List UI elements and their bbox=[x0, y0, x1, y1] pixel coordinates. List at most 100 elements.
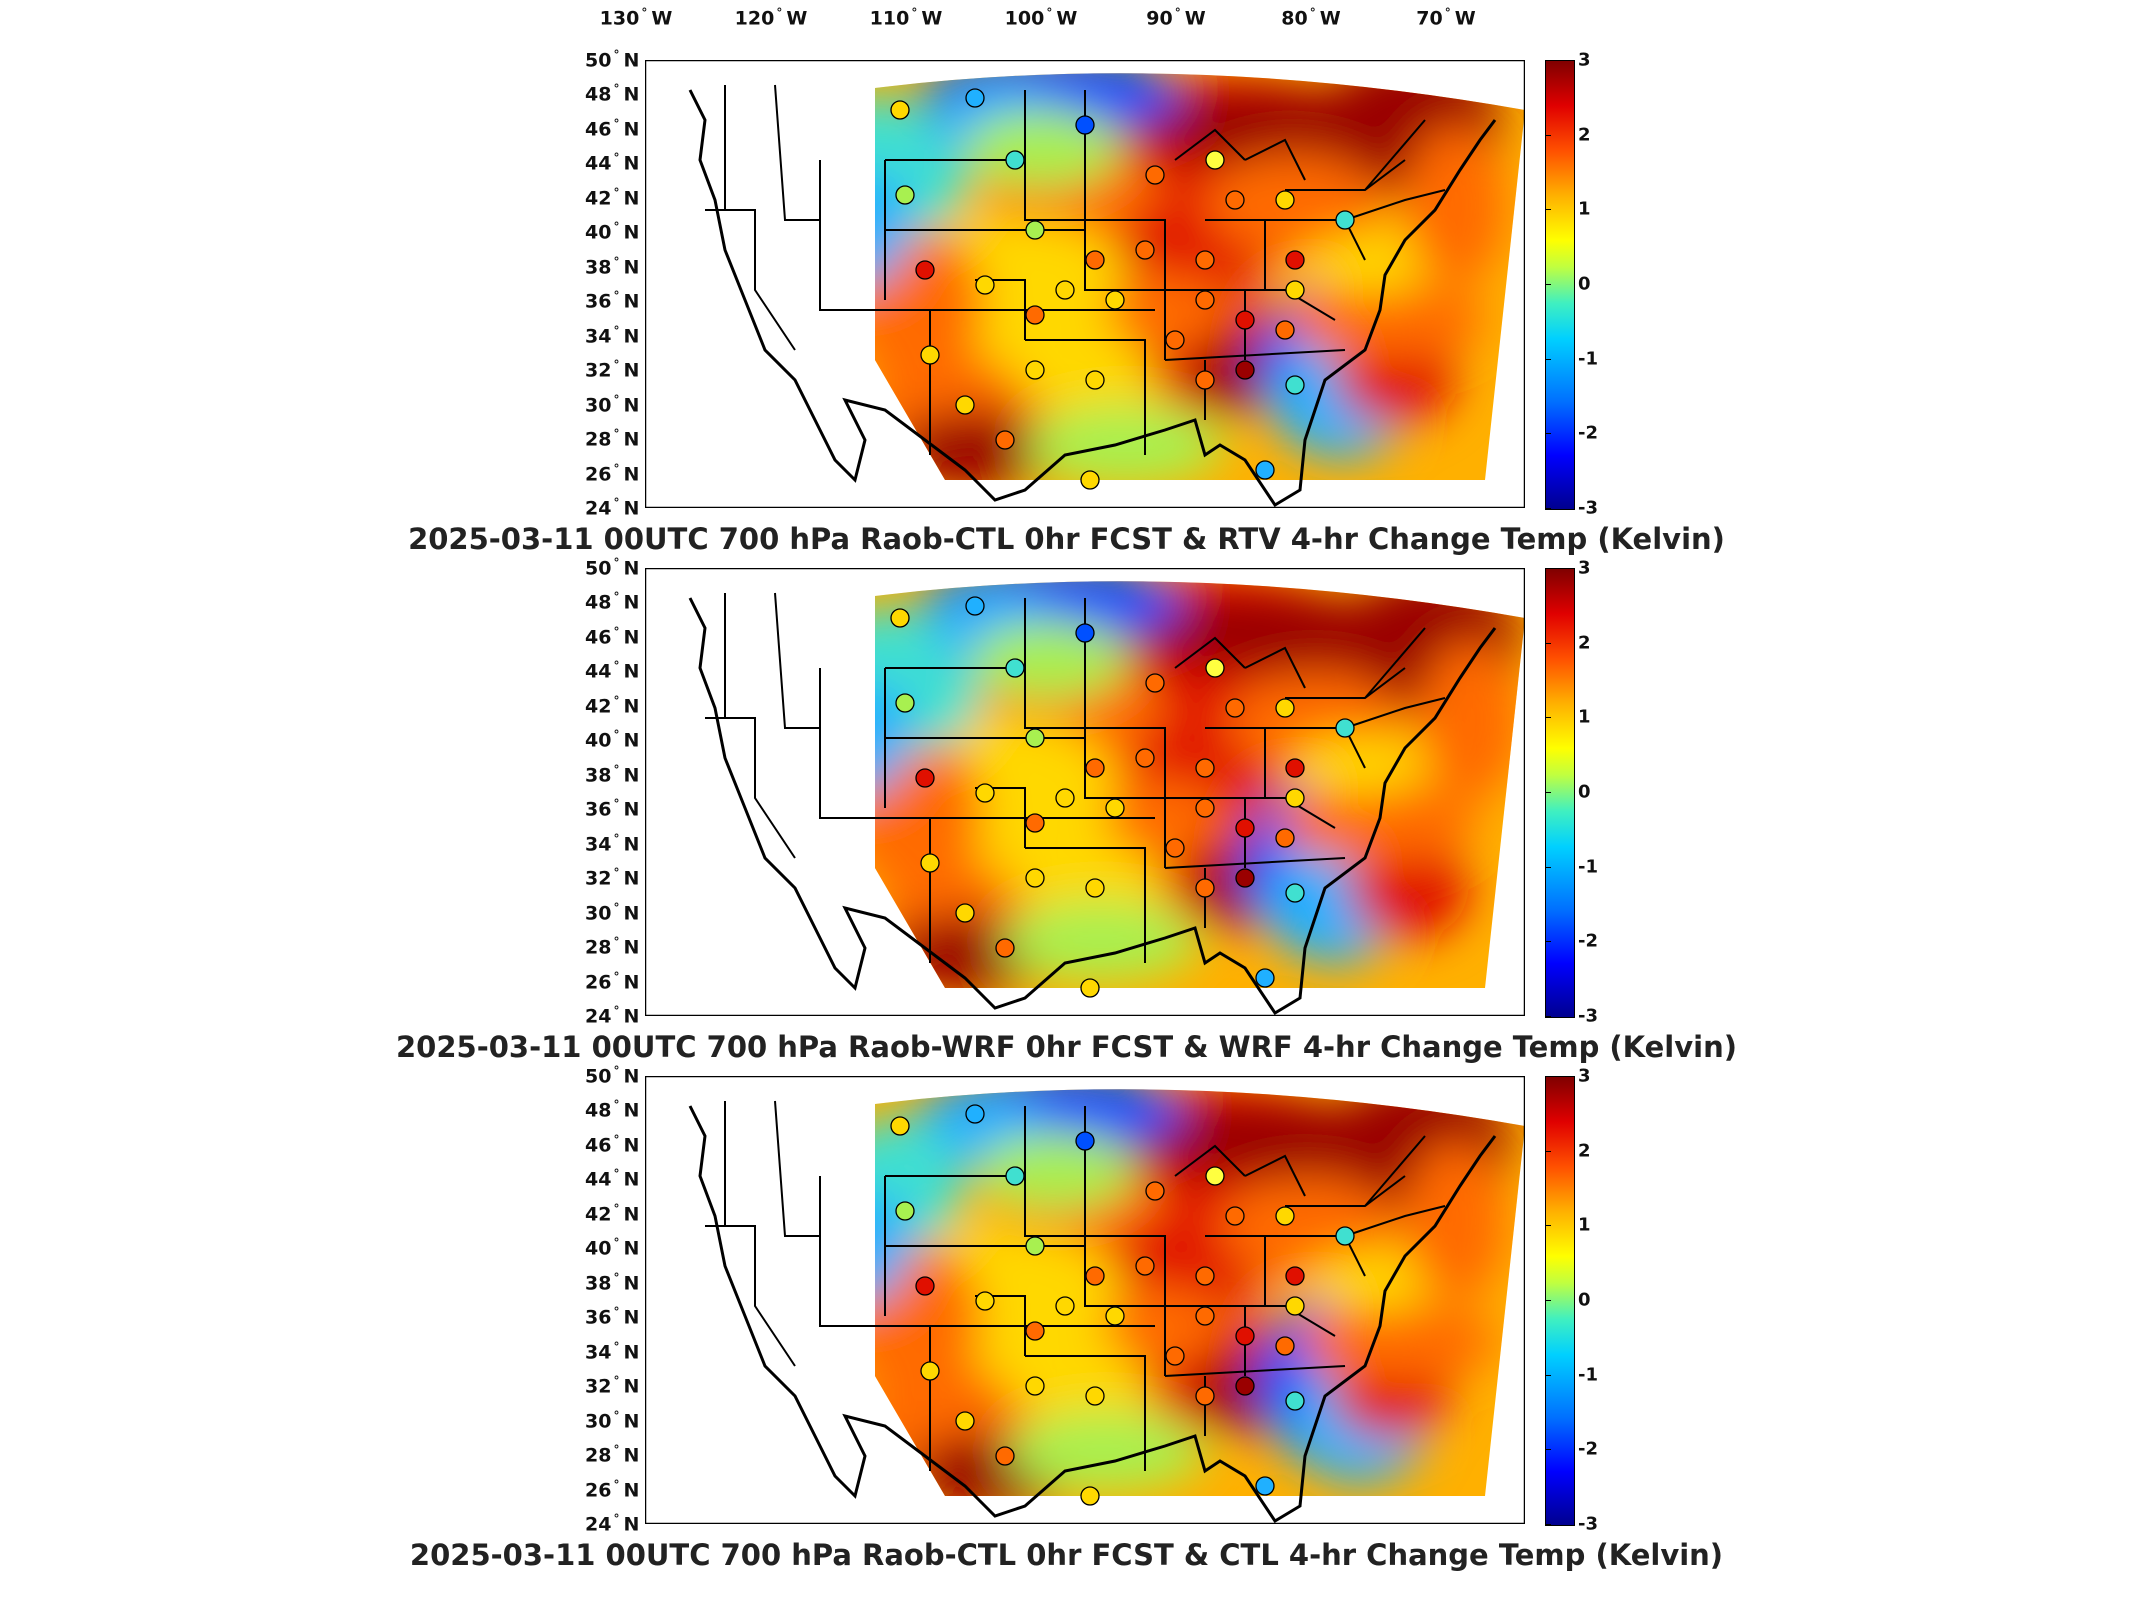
latitude-label: 24 ° N bbox=[585, 1512, 640, 1536]
colorbar-tick-mark bbox=[1545, 1524, 1551, 1525]
raob-station-marker bbox=[890, 100, 910, 120]
temperature-map bbox=[645, 60, 1525, 508]
raob-station-marker bbox=[1025, 868, 1045, 888]
raob-station-marker bbox=[1105, 290, 1125, 310]
colorbar-tick-mark bbox=[1545, 941, 1551, 943]
raob-station-marker bbox=[955, 395, 975, 415]
colorbar-tick-label: 0 bbox=[1578, 1289, 1591, 1311]
colorbar-tick-mark bbox=[1545, 60, 1551, 61]
latitude-label: 40 ° N bbox=[585, 1236, 640, 1260]
raob-station-marker bbox=[1195, 250, 1215, 270]
raob-stations bbox=[890, 88, 1355, 490]
colorbar-tick-mark bbox=[1545, 1225, 1551, 1227]
latitude-label: 44 ° N bbox=[585, 1167, 640, 1191]
longitude-label: 100 ° W bbox=[1004, 6, 1078, 30]
raob-station-marker bbox=[975, 1291, 995, 1311]
raob-station-marker bbox=[1255, 968, 1275, 988]
panel-title: 2025-03-11 00UTC 700 hPa Raob-WRF 0hr FC… bbox=[395, 1030, 1737, 1064]
geographic-borders bbox=[688, 1100, 1497, 1524]
geographic-borders bbox=[688, 592, 1497, 1016]
raob-station-marker bbox=[1195, 1386, 1215, 1406]
colorbar-tick-label: -3 bbox=[1578, 1005, 1598, 1027]
raob-stations bbox=[890, 596, 1355, 998]
latitude-label: 24 ° N bbox=[585, 496, 640, 520]
colorbar-tick-label: 3 bbox=[1578, 557, 1591, 579]
raob-station-marker bbox=[1105, 1306, 1125, 1326]
map-frame bbox=[645, 568, 1525, 1016]
colorbar-tick-mark bbox=[1545, 568, 1551, 569]
latitude-label: 36 ° N bbox=[585, 289, 640, 313]
raob-station-marker bbox=[1195, 1266, 1215, 1286]
latitude-label: 44 ° N bbox=[585, 151, 640, 175]
raob-station-marker bbox=[895, 693, 915, 713]
colorbar-tick-mark bbox=[1545, 134, 1551, 136]
colorbar-tick-label: -1 bbox=[1578, 856, 1598, 878]
raob-station-marker bbox=[1055, 1296, 1075, 1316]
latitude-label: 28 ° N bbox=[585, 1443, 640, 1467]
raob-station-marker bbox=[1285, 1266, 1305, 1286]
colorbar-tick-mark bbox=[1545, 1150, 1551, 1152]
raob-station-marker bbox=[1255, 1476, 1275, 1496]
colorbar-tick-label: 1 bbox=[1578, 198, 1591, 220]
raob-station-marker bbox=[1275, 190, 1295, 210]
colorbar bbox=[1545, 60, 1575, 510]
raob-station-marker bbox=[1255, 460, 1275, 480]
latitude-label: 24 ° N bbox=[585, 1004, 640, 1028]
raob-station-marker bbox=[1285, 1391, 1305, 1411]
raob-station-marker bbox=[1275, 320, 1295, 340]
raob-station-marker bbox=[1080, 470, 1100, 490]
raob-station-marker bbox=[1195, 1306, 1215, 1326]
latitude-label: 26 ° N bbox=[585, 461, 640, 485]
latitude-label: 48 ° N bbox=[585, 590, 640, 614]
raob-station-marker bbox=[1025, 1321, 1045, 1341]
raob-station-marker bbox=[1075, 623, 1095, 643]
raob-station-marker bbox=[1275, 698, 1295, 718]
raob-station-marker bbox=[1195, 798, 1215, 818]
raob-station-marker bbox=[1075, 115, 1095, 135]
latitude-label: 28 ° N bbox=[585, 935, 640, 959]
raob-station-marker bbox=[965, 1104, 985, 1124]
longitude-axis: 130 ° W 120 ° W 110 ° W 100 ° W 90 ° W 80 ° W 70 ° W bbox=[0, 0, 2133, 44]
raob-station-marker bbox=[1085, 1386, 1105, 1406]
latitude-label: 50 ° N bbox=[585, 556, 640, 580]
raob-station-marker bbox=[1235, 360, 1255, 380]
colorbar-tick-label: -2 bbox=[1578, 1438, 1598, 1460]
raob-station-marker bbox=[1275, 828, 1295, 848]
colorbar-tick-label: 1 bbox=[1578, 706, 1591, 728]
colorbar-tick-label: 0 bbox=[1578, 273, 1591, 295]
colorbar-tick-mark bbox=[1545, 1076, 1551, 1077]
raob-station-marker bbox=[1335, 1226, 1355, 1246]
raob-station-marker bbox=[1285, 883, 1305, 903]
raob-station-marker bbox=[1335, 210, 1355, 230]
latitude-label: 42 ° N bbox=[585, 185, 640, 210]
raob-station-marker bbox=[1225, 698, 1245, 718]
colorbar-tick-mark bbox=[1545, 433, 1551, 435]
raob-station-marker bbox=[1165, 330, 1185, 350]
raob-station-marker bbox=[965, 596, 985, 616]
raob-station-marker bbox=[895, 185, 915, 205]
raob-station-marker bbox=[1335, 718, 1355, 738]
raob-station-marker bbox=[1285, 375, 1305, 395]
latitude-label: 32 ° N bbox=[585, 1374, 640, 1398]
raob-station-marker bbox=[1025, 1376, 1045, 1396]
latitude-label: 26 ° N bbox=[585, 969, 640, 993]
colorbar bbox=[1545, 568, 1575, 1018]
raob-station-marker bbox=[1055, 788, 1075, 808]
raob-station-marker bbox=[1085, 370, 1105, 390]
raob-station-marker bbox=[1285, 758, 1305, 778]
raob-station-marker bbox=[1085, 250, 1105, 270]
raob-station-marker bbox=[1235, 310, 1255, 330]
colorbar-tick-mark bbox=[1545, 1449, 1551, 1451]
colorbar-tick-label: -3 bbox=[1578, 1513, 1598, 1535]
latitude-label: 46 ° N bbox=[585, 624, 640, 649]
latitude-label: 46 ° N bbox=[585, 1132, 640, 1157]
raob-station-marker bbox=[1275, 1206, 1295, 1226]
raob-station-marker bbox=[1135, 240, 1155, 260]
colorbar-tick-mark bbox=[1545, 284, 1551, 285]
raob-station-marker bbox=[1080, 1486, 1100, 1506]
raob-station-marker bbox=[1225, 1206, 1245, 1226]
longitude-label: 70 ° W bbox=[1416, 6, 1476, 30]
raob-station-marker bbox=[995, 1446, 1015, 1466]
raob-station-marker bbox=[1025, 1236, 1045, 1256]
raob-station-marker bbox=[1285, 280, 1305, 300]
